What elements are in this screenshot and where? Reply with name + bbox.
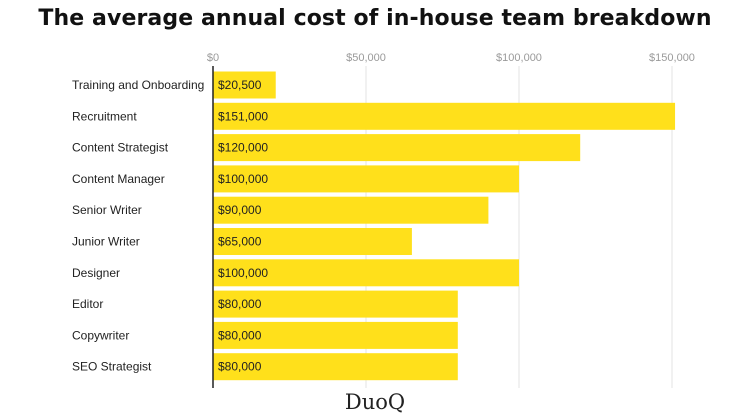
data-label: $100,000 bbox=[218, 266, 268, 280]
bar bbox=[213, 134, 581, 162]
bar bbox=[213, 353, 458, 381]
category-label: Content Strategist bbox=[72, 141, 169, 155]
category-label: Designer bbox=[72, 266, 120, 280]
bar bbox=[213, 259, 519, 287]
category-label: Training and Onboarding bbox=[72, 78, 204, 92]
bar bbox=[213, 71, 276, 99]
bar bbox=[213, 290, 458, 318]
data-label: $80,000 bbox=[218, 328, 262, 342]
bar bbox=[213, 102, 676, 130]
bar bbox=[213, 228, 412, 255]
x-tick-label: $150,000 bbox=[649, 52, 695, 64]
bar bbox=[213, 321, 458, 349]
x-tick-label: $0 bbox=[207, 52, 219, 64]
data-label: $120,000 bbox=[218, 141, 268, 155]
data-label: $90,000 bbox=[218, 203, 262, 217]
category-label: Editor bbox=[72, 297, 103, 311]
category-label: Senior Writer bbox=[72, 203, 142, 217]
x-tick-label: $100,000 bbox=[496, 52, 542, 64]
bar bbox=[213, 196, 489, 224]
category-label: Recruitment bbox=[72, 109, 137, 123]
data-label: $151,000 bbox=[218, 109, 268, 123]
data-label: $65,000 bbox=[218, 235, 262, 249]
category-label: Junior Writer bbox=[72, 235, 140, 249]
data-label: $20,500 bbox=[218, 78, 262, 92]
category-label: Content Manager bbox=[72, 172, 165, 186]
data-label: $80,000 bbox=[218, 297, 262, 311]
x-tick-label: $50,000 bbox=[346, 52, 386, 64]
data-label: $100,000 bbox=[218, 172, 268, 186]
data-label: $80,000 bbox=[218, 360, 262, 374]
bar bbox=[213, 165, 519, 193]
category-label: Copywriter bbox=[72, 328, 129, 342]
brand-logo: DuoQ bbox=[344, 390, 406, 414]
chart-title: The average annual cost of in-house team… bbox=[38, 6, 712, 31]
category-label: SEO Strategist bbox=[72, 360, 152, 374]
